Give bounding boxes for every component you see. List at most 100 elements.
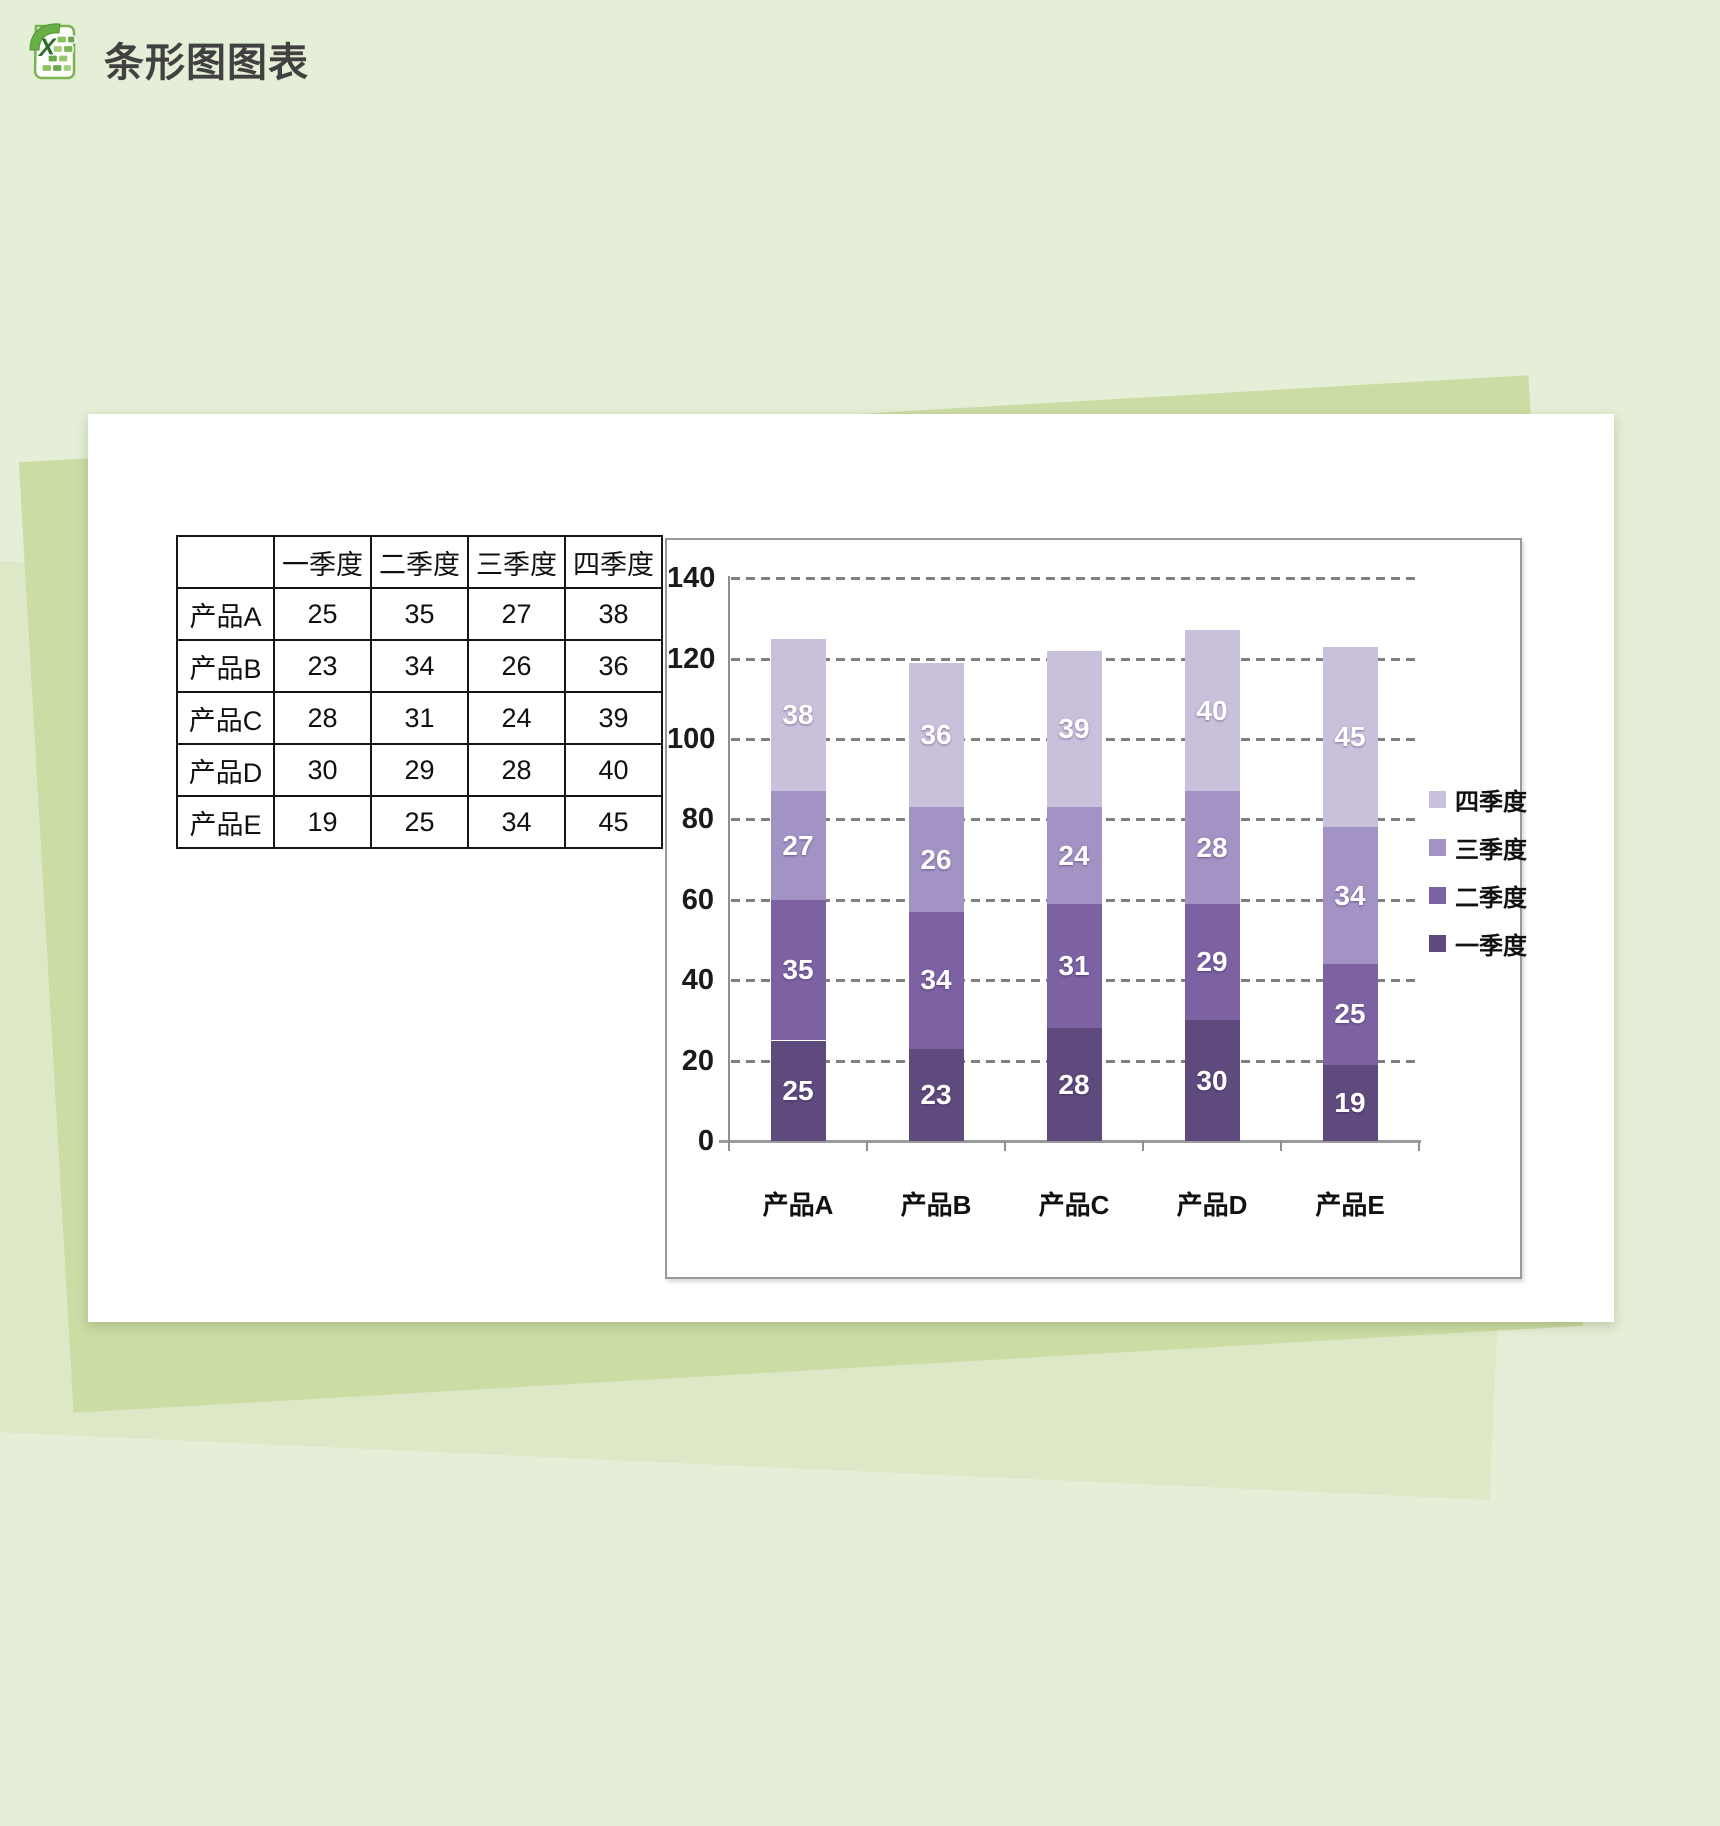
x-category-label: 产品D — [1176, 1190, 1248, 1220]
content-card: 一季度 二季度 三季度 四季度 产品A 25 35 27 38 产品B 23 34 26 36 产品C 28 3… — [88, 414, 1614, 1322]
table-value-cell: 30 — [273, 743, 372, 797]
table-value-cell: 28 — [273, 691, 372, 745]
bar-segment-value: 25 — [1334, 998, 1366, 1030]
table-row: 产品D 30 29 28 40 — [176, 743, 663, 797]
legend-swatch — [1429, 839, 1446, 856]
bar-segment-q3: 24 — [1046, 807, 1102, 904]
table-value-cell: 23 — [273, 639, 372, 693]
table-row-label: 产品B — [176, 639, 275, 693]
excel-icon: X — [29, 23, 76, 80]
table-value-cell: 31 — [370, 691, 469, 745]
legend-item: 一季度 — [1429, 926, 1527, 961]
table-value-cell: 45 — [564, 795, 663, 849]
legend-label: 四季度 — [1455, 789, 1527, 816]
table-value-cell: 19 — [273, 795, 372, 849]
x-axis-line — [719, 1140, 1421, 1143]
bar-segment-q1: 19 — [1322, 1064, 1378, 1141]
table-value-cell: 40 — [564, 743, 663, 797]
table-row-label: 产品A — [176, 587, 275, 641]
x-axis-tick — [1418, 1141, 1420, 1151]
y-tick-label: 20 — [681, 1044, 714, 1077]
y-gridline — [731, 577, 1419, 581]
bar-segment-value: 36 — [920, 718, 952, 750]
table-value-cell: 39 — [564, 691, 663, 745]
table-value-cell: 25 — [370, 795, 469, 849]
bar-segment-value: 28 — [1058, 1068, 1090, 1100]
legend-item: 三季度 — [1429, 830, 1527, 865]
bar-segment-value: 39 — [1058, 712, 1090, 744]
table-value-cell: 26 — [467, 639, 566, 693]
x-axis-tick — [728, 1141, 730, 1151]
legend-label: 二季度 — [1455, 885, 1527, 912]
table-value-cell: 25 — [273, 587, 372, 641]
bar-segment-value: 34 — [920, 964, 952, 996]
table-col-header: 一季度 — [273, 535, 372, 589]
x-axis-tick — [1280, 1141, 1282, 1151]
app-header: X 条形图图表 — [0, 0, 1720, 100]
bar-segment-q1: 30 — [1184, 1020, 1240, 1141]
bar-segment-value: 45 — [1334, 720, 1366, 752]
legend-label: 一季度 — [1455, 933, 1527, 960]
table-value-cell: 34 — [467, 795, 566, 849]
bar-segment-value: 34 — [1334, 879, 1366, 911]
bar-segment-q3: 27 — [770, 791, 826, 900]
stacked-bar: 30 29 28 40 — [1184, 540, 1240, 1141]
table-row-label: 产品C — [176, 691, 275, 745]
stacked-bar: 25 35 27 38 — [770, 540, 826, 1141]
stacked-bar: 28 31 24 39 — [1046, 540, 1102, 1141]
table-value-cell: 35 — [370, 587, 469, 641]
bar-segment-value: 27 — [782, 829, 814, 861]
table-value-cell: 34 — [370, 639, 469, 693]
y-tick-label: 140 — [667, 562, 716, 595]
x-axis-tick — [866, 1141, 868, 1151]
y-tick-label: 80 — [681, 803, 714, 836]
bar-segment-value: 31 — [1058, 950, 1090, 982]
table-col-header: 三季度 — [467, 535, 566, 589]
bar-segment-q4: 38 — [770, 638, 826, 792]
table-header-row: 一季度 二季度 三季度 四季度 — [176, 535, 663, 589]
x-category-label: 产品A — [762, 1190, 834, 1220]
bar-segment-q1: 25 — [770, 1040, 826, 1141]
y-tick-label: 120 — [667, 642, 716, 675]
page-title: 条形图图表 — [104, 41, 309, 85]
legend-item: 二季度 — [1429, 878, 1527, 913]
table-col-header: 四季度 — [564, 535, 663, 589]
bar-segment-value: 35 — [782, 954, 814, 986]
data-table: 一季度 二季度 三季度 四季度 产品A 25 35 27 38 产品B 23 34 26 36 产品C 28 3… — [176, 535, 663, 849]
table-corner-cell — [176, 535, 275, 589]
bar-segment-q4: 45 — [1322, 646, 1378, 828]
bar-segment-value: 29 — [1196, 946, 1228, 978]
bar-segment-value: 25 — [782, 1074, 814, 1106]
bar-segment-q3: 34 — [1322, 827, 1378, 965]
table-value-cell: 28 — [467, 743, 566, 797]
table-value-cell: 27 — [467, 587, 566, 641]
bar-segment-value: 19 — [1334, 1086, 1366, 1118]
table-value-cell: 36 — [564, 639, 663, 693]
legend-swatch — [1429, 791, 1446, 808]
table-row-label: 产品D — [176, 743, 275, 797]
table-row: 产品E 19 25 34 45 — [176, 795, 663, 849]
bar-segment-q4: 39 — [1046, 650, 1102, 808]
legend-item: 四季度 — [1429, 782, 1527, 817]
stacked-bar: 23 34 26 36 — [908, 540, 964, 1141]
bar-segment-q2: 31 — [1046, 903, 1102, 1029]
bar-segment-q1: 28 — [1046, 1028, 1102, 1141]
table-row: 产品B 23 34 26 36 — [176, 639, 663, 693]
y-tick-label: 40 — [681, 964, 714, 997]
bar-segment-q2: 25 — [1322, 964, 1378, 1065]
bar-segment-value: 38 — [782, 698, 814, 730]
table-row: 产品A 25 35 27 38 — [176, 587, 663, 641]
legend-swatch — [1429, 935, 1446, 952]
bar-segment-value: 40 — [1196, 694, 1228, 726]
chart-legend: 四季度三季度二季度一季度 — [1429, 782, 1527, 961]
bar-segment-q3: 26 — [908, 807, 964, 912]
bar-segment-q1: 23 — [908, 1048, 964, 1141]
bar-segment-value: 26 — [920, 843, 952, 875]
chart-panel: 0 20 40 60 80 100 120 140 25 35 27 38 产品A 23 34 26 36 产品B… — [665, 538, 1527, 1279]
bar-segment-q4: 36 — [908, 662, 964, 808]
bar-segment-value: 23 — [920, 1078, 952, 1110]
y-tick-label: 100 — [667, 723, 716, 755]
table-value-cell: 38 — [564, 587, 663, 641]
x-axis-tick — [1004, 1141, 1006, 1151]
